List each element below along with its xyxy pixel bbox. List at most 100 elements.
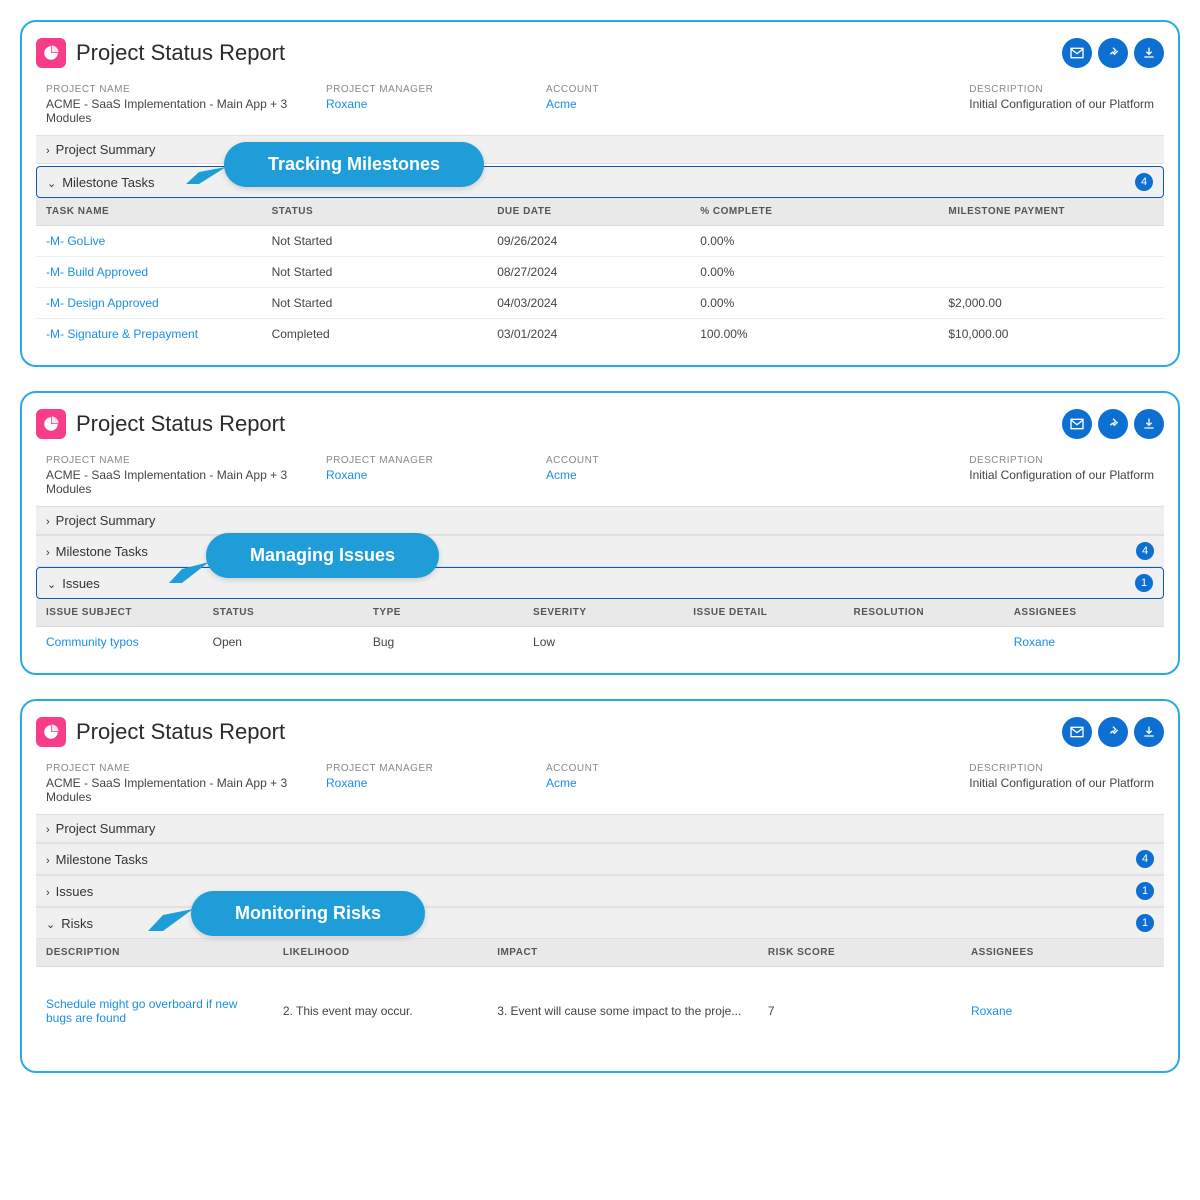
download-button[interactable] [1134,409,1164,439]
panel-title: Project Status Report [76,40,285,66]
project-name-label: PROJECT NAME [46,84,306,95]
task-name-link[interactable]: -M- Design Approved [36,288,262,319]
col-impact[interactable]: IMPACT [487,939,758,967]
col-assignees[interactable]: ASSIGNEES [1004,599,1164,627]
col-likelihood[interactable]: LIKELIHOOD [273,939,487,967]
col-pct-complete[interactable]: % COMPLETE [690,198,938,226]
issue-severity: Low [523,627,683,658]
section-label: Milestone Tasks [62,175,154,190]
col-assignees[interactable]: ASSIGNEES [961,939,1164,967]
milestone-table: TASK NAME STATUS DUE DATE % COMPLETE MIL… [36,198,1164,349]
project-name-value: ACME - SaaS Implementation - Main App + … [46,97,306,125]
manager-label: PROJECT MANAGER [326,763,526,774]
description-label: DESCRIPTION [969,763,1154,774]
chevron-down-icon: ⌄ [46,919,55,931]
table-row: -M- Signature & PrepaymentCompleted03/01… [36,319,1164,350]
manager-link[interactable]: Roxane [326,97,526,111]
chevron-right-icon: › [46,547,50,559]
col-severity[interactable]: SEVERITY [523,599,683,627]
chevron-down-icon: ⌄ [47,178,56,190]
account-link[interactable]: Acme [546,776,766,790]
download-button[interactable] [1134,717,1164,747]
panel-header: Project Status Report [36,34,1164,78]
col-status[interactable]: STATUS [203,599,363,627]
mail-button[interactable] [1062,409,1092,439]
section-label: Risks [61,916,93,931]
table-row: -M- Build ApprovedNot Started08/27/20240… [36,257,1164,288]
section-project-summary[interactable]: ›Project Summary [36,135,1164,164]
callout-text: Managing Issues [250,545,395,565]
issue-type: Bug [363,627,523,658]
callout-text: Monitoring Risks [235,903,381,923]
app-logo-icon [36,409,66,439]
task-payment: $2,000.00 [938,288,1164,319]
section-label: Project Summary [56,513,156,528]
task-due: 08/27/2024 [487,257,690,288]
section-label: Project Summary [56,821,156,836]
manager-link[interactable]: Roxane [326,468,526,482]
task-payment [938,257,1164,288]
chevron-right-icon: › [46,855,50,867]
project-name-label: PROJECT NAME [46,763,306,774]
issues-count-badge: 1 [1136,882,1154,900]
report-panel-milestones: Project Status Report PROJECT NAME ACME … [20,20,1180,367]
task-payment: $10,000.00 [938,319,1164,350]
description-label: DESCRIPTION [969,455,1154,466]
project-name-label: PROJECT NAME [46,455,306,466]
account-link[interactable]: Acme [546,468,766,482]
section-project-summary[interactable]: › Project Summary [36,506,1164,535]
panel-title: Project Status Report [76,411,285,437]
col-milestone-payment[interactable]: MILESTONE PAYMENT [938,198,1164,226]
col-due-date[interactable]: DUE DATE [487,198,690,226]
project-name-value: ACME - SaaS Implementation - Main App + … [46,468,306,496]
panel-header: Project Status Report [36,713,1164,757]
task-pct: 0.00% [690,226,938,257]
manager-label: PROJECT MANAGER [326,84,526,95]
account-link[interactable]: Acme [546,97,766,111]
task-name-link[interactable]: -M- Build Approved [36,257,262,288]
account-label: ACCOUNT [546,763,766,774]
task-pct: 0.00% [690,257,938,288]
share-button[interactable] [1098,717,1128,747]
panel-title: Project Status Report [76,719,285,745]
risk-score: 7 [758,967,961,1056]
risk-likelihood: 2. This event may occur. [273,967,487,1056]
issue-subject-link[interactable]: Community typos [36,627,203,658]
description-value: Initial Configuration of our Platform [969,97,1154,111]
table-row: -M- Design ApprovedNot Started04/03/2024… [36,288,1164,319]
chevron-down-icon: ⌄ [47,579,56,591]
download-button[interactable] [1134,38,1164,68]
manager-link[interactable]: Roxane [326,776,526,790]
panel-header: Project Status Report [36,405,1164,449]
col-status[interactable]: STATUS [262,198,488,226]
chevron-right-icon: › [46,516,50,528]
project-info-row: PROJECT NAME ACME - SaaS Implementation … [36,757,1164,814]
col-resolution[interactable]: RESOLUTION [843,599,1003,627]
project-name-value: ACME - SaaS Implementation - Main App + … [46,776,306,804]
col-task-name[interactable]: TASK NAME [36,198,262,226]
milestone-count-badge: 4 [1136,542,1154,560]
share-button[interactable] [1098,409,1128,439]
col-risk-score[interactable]: RISK SCORE [758,939,961,967]
col-issue-detail[interactable]: ISSUE DETAIL [683,599,843,627]
task-name-link[interactable]: -M- GoLive [36,226,262,257]
account-label: ACCOUNT [546,84,766,95]
section-milestone-tasks[interactable]: ›Milestone Tasks 4 [36,843,1164,875]
task-due: 03/01/2024 [487,319,690,350]
col-description[interactable]: DESCRIPTION [36,939,273,967]
task-name-link[interactable]: -M- Signature & Prepayment [36,319,262,350]
section-project-summary[interactable]: ›Project Summary [36,814,1164,843]
callout-arrow-icon [143,903,198,937]
project-info-row: PROJECT NAME ACME - SaaS Implementation … [36,449,1164,506]
risk-description-link[interactable]: Schedule might go overboard if new bugs … [36,967,273,1056]
mail-button[interactable] [1062,38,1092,68]
app-logo-icon [36,38,66,68]
section-label: Issues [56,884,94,899]
risk-assignee-link[interactable]: Roxane [961,967,1164,1056]
mail-button[interactable] [1062,717,1092,747]
description-value: Initial Configuration of our Platform [969,468,1154,482]
col-type[interactable]: TYPE [363,599,523,627]
issue-assignee-link[interactable]: Roxane [1004,627,1164,658]
share-button[interactable] [1098,38,1128,68]
col-issue-subject[interactable]: ISSUE SUBJECT [36,599,203,627]
